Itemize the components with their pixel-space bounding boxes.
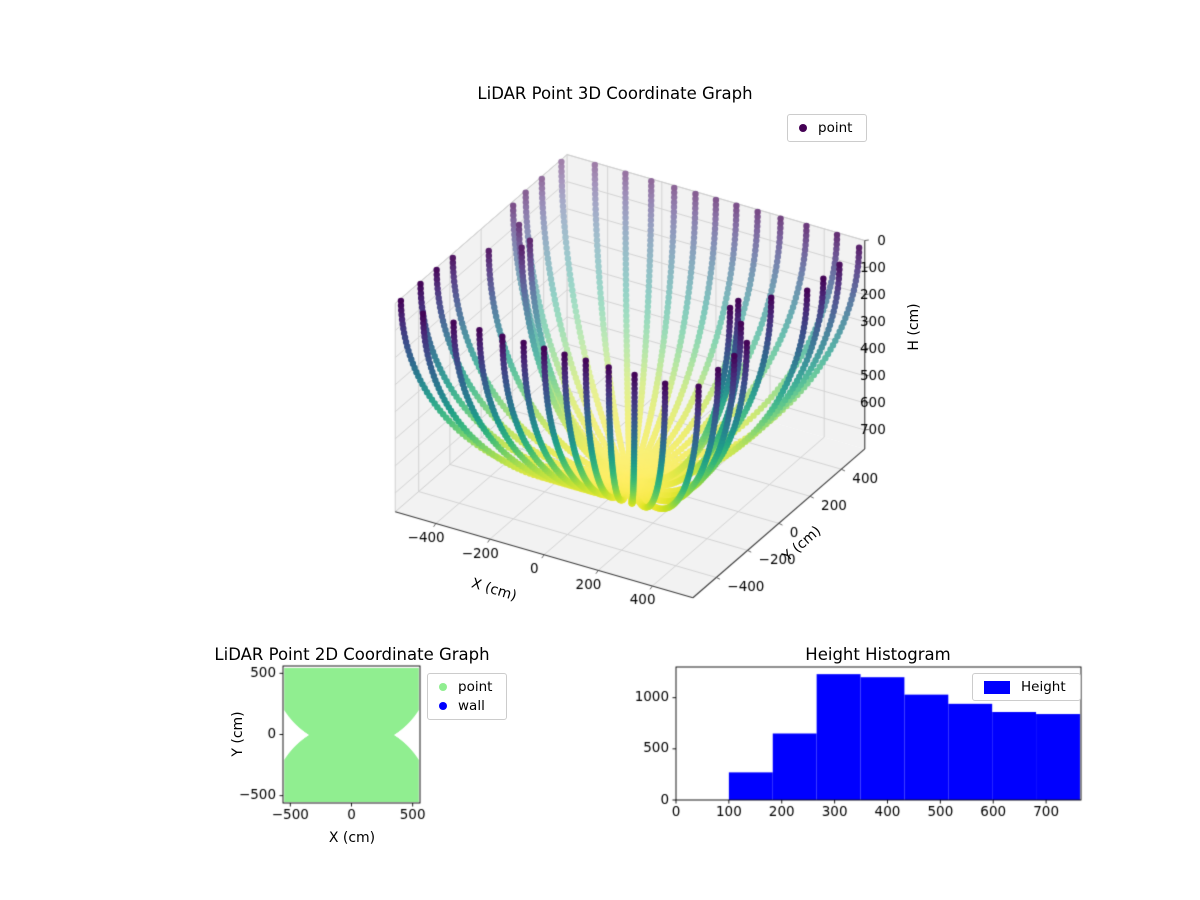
point-marker-icon (439, 683, 447, 691)
plot2d-yaxis-label: Y (cm) (230, 711, 246, 757)
plot2d-xaxis-label: X (cm) (328, 830, 376, 846)
legend-item-height: Height (984, 679, 1066, 695)
wall-marker-icon (439, 702, 447, 710)
height-swatch-icon (984, 680, 1010, 694)
plot3d-title: LiDAR Point 3D Coordinate Graph (477, 84, 753, 103)
histogram-title: Height Histogram (805, 645, 951, 664)
legend-item-point-3d: point (799, 120, 852, 136)
plot3d-zaxis-label: H (cm) (906, 303, 922, 351)
legend-label: point (458, 679, 493, 695)
plot2d-title: LiDAR Point 2D Coordinate Graph (214, 645, 490, 664)
plot3d-legend: point (787, 114, 868, 142)
histogram-legend: Height (972, 673, 1081, 701)
plot2d-legend: point wall (427, 673, 508, 720)
legend-item-wall-2d: wall (439, 698, 492, 714)
legend-item-point-2d: point (439, 679, 492, 695)
legend-label: point (818, 120, 853, 136)
legend-label: Height (1021, 679, 1066, 695)
scatter-point-marker-icon (799, 124, 807, 132)
legend-label: wall (458, 698, 485, 714)
